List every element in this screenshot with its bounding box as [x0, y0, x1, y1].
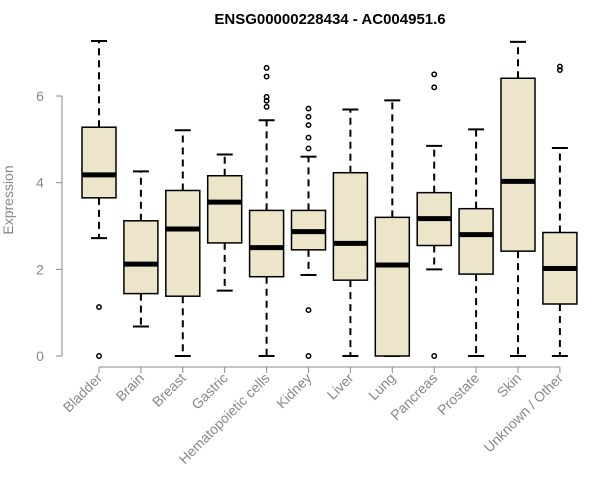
- iqr-box: [123, 220, 159, 295]
- x-tick-label: Kidney: [273, 370, 315, 412]
- outlier-point: [431, 84, 438, 91]
- y-axis-label: Expression: [0, 165, 16, 234]
- box-skin: [500, 40, 536, 357]
- x-tick-label: Skin: [494, 370, 525, 401]
- box-breast: [165, 129, 201, 357]
- box-prostate: [458, 128, 494, 357]
- box-hematopoietic-cells: [248, 64, 285, 357]
- iqr-box: [165, 189, 201, 297]
- outlier-point: [305, 353, 312, 359]
- x-tick-label: Liver: [324, 370, 357, 403]
- box-pancreas: [416, 71, 452, 359]
- outlier-point: [305, 105, 312, 112]
- x-tick-label: Brain: [113, 370, 147, 404]
- outlier-point: [96, 353, 102, 359]
- box-bladder: [81, 39, 117, 359]
- y-tick-label: 4: [36, 175, 44, 191]
- x-tick-label: Prostate: [434, 370, 482, 418]
- outlier-point: [263, 103, 270, 110]
- y-axis: 0 2 4 6: [36, 88, 63, 364]
- outlier-point: [305, 145, 312, 152]
- iqr-box: [458, 207, 494, 275]
- box-unknown-other: [542, 63, 578, 357]
- outlier-point: [263, 64, 270, 71]
- outlier-point: [305, 122, 312, 129]
- box-lung: [374, 99, 411, 357]
- y-tick-label: 2: [36, 261, 44, 277]
- y-tick-label: 0: [36, 348, 44, 364]
- x-tick-label: Lung: [365, 370, 398, 403]
- outlier-point: [96, 304, 102, 310]
- x-tick-label: Unknown / Other: [480, 370, 566, 456]
- outlier-point: [431, 71, 438, 78]
- iqr-box: [374, 216, 411, 357]
- x-tick-label: Breast: [149, 370, 189, 410]
- box-kidney: [290, 105, 327, 359]
- iqr-box: [332, 171, 369, 281]
- outlier-point: [263, 93, 270, 100]
- box-brain: [123, 170, 159, 328]
- chart-title: ENSG00000228434 - AC004951.6: [214, 11, 445, 28]
- outlier-point: [556, 67, 563, 73]
- x-tick-label: Pancreas: [387, 370, 440, 423]
- x-tick-label: Bladder: [60, 370, 106, 416]
- iqr-box: [81, 126, 117, 199]
- outlier-point: [431, 353, 438, 359]
- iqr-box: [206, 174, 243, 244]
- box-gastric: [206, 153, 243, 292]
- box-liver: [332, 108, 369, 357]
- outlier-point: [556, 63, 563, 70]
- outlier-point: [305, 113, 312, 120]
- boxes-group: [81, 39, 578, 359]
- outlier-point: [263, 73, 270, 80]
- outlier-point: [305, 307, 312, 314]
- y-tick-label: 6: [36, 88, 44, 104]
- outlier-point: [305, 134, 312, 141]
- iqr-box: [248, 209, 285, 278]
- iqr-box: [500, 77, 536, 252]
